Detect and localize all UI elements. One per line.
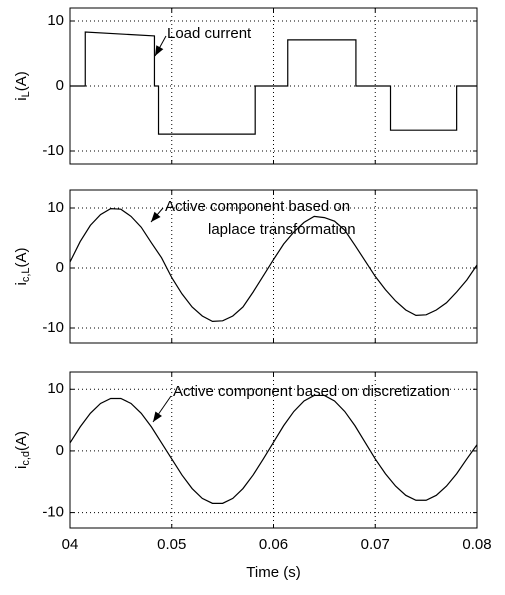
arrow-head bbox=[155, 45, 164, 56]
x-axis-label: Time (s) bbox=[246, 564, 300, 581]
y-label-main: i bbox=[13, 282, 30, 285]
x-tick-label: 0.06 bbox=[259, 536, 288, 553]
y-label-sub: c,L bbox=[20, 267, 32, 282]
data-line bbox=[69, 207, 478, 323]
annotation: laplace transformation bbox=[208, 221, 356, 238]
y-label-sub: L bbox=[20, 91, 32, 97]
y-axis-label: ic,d(A) bbox=[13, 431, 32, 469]
x-tick-label: 0.07 bbox=[361, 536, 390, 553]
y-axis-label: iL(A) bbox=[13, 71, 32, 100]
y-tick-label: 0 bbox=[56, 77, 64, 94]
annotation: Load current bbox=[167, 25, 252, 42]
y-tick-label: 10 bbox=[47, 199, 64, 216]
annotation: Active component based on discretization bbox=[173, 383, 450, 400]
data-line bbox=[70, 31, 477, 135]
x-tick-label: 04 bbox=[62, 536, 79, 553]
x-tick-label: 0.08 bbox=[462, 536, 491, 553]
y-label-unit: (A) bbox=[13, 247, 30, 267]
x-tick-label: 0.05 bbox=[157, 536, 186, 553]
plot-frame bbox=[69, 371, 478, 529]
annotation: Active component based on bbox=[165, 198, 350, 215]
plot-area bbox=[70, 372, 477, 528]
y-tick-label: -10 bbox=[42, 504, 64, 521]
y-tick-label: 10 bbox=[47, 12, 64, 29]
y-tick-label: 0 bbox=[56, 259, 64, 276]
y-tick-label: 10 bbox=[47, 380, 64, 397]
y-tick-label: -10 bbox=[42, 142, 64, 159]
data-line bbox=[69, 394, 478, 504]
plot-frame bbox=[69, 7, 478, 165]
y-axis-label: ic,L(A) bbox=[13, 247, 32, 285]
y-tick-label: 0 bbox=[56, 442, 64, 459]
y-tick-label: -10 bbox=[42, 319, 64, 336]
y-label-unit: (A) bbox=[13, 71, 30, 91]
arrow-head bbox=[151, 211, 161, 222]
y-label-main: i bbox=[13, 97, 30, 100]
plot-frame bbox=[69, 189, 478, 344]
arrow-head bbox=[153, 411, 162, 422]
y-label-main: i bbox=[13, 466, 30, 469]
y-label-sub: c,d bbox=[20, 451, 32, 466]
y-label-unit: (A) bbox=[13, 431, 30, 451]
